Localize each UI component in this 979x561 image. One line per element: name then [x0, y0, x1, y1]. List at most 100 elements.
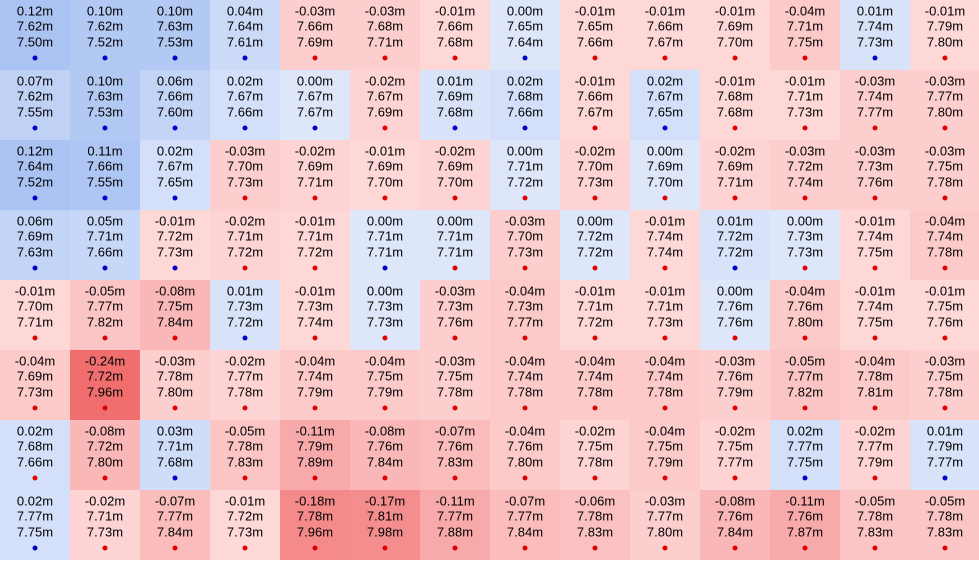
marker-dot [382, 125, 388, 131]
value-b: 7.83m [927, 524, 963, 539]
value-a: 7.70m [17, 298, 53, 313]
marker-dot [242, 195, 248, 201]
value-a: 7.69m [437, 158, 473, 173]
value-b: 7.72m [227, 244, 263, 259]
value-b: 7.73m [647, 314, 683, 329]
difference: -0.03m [925, 353, 965, 368]
value-a: 7.71m [437, 228, 473, 243]
marker-dot [802, 405, 808, 411]
difference: -0.06m [575, 493, 615, 508]
marker-dot [732, 475, 738, 481]
marker-dot [242, 545, 248, 551]
value-b: 7.80m [927, 104, 963, 119]
value-b: 7.78m [927, 174, 963, 189]
difference: 0.02m [17, 493, 53, 508]
value-a: 7.66m [647, 18, 683, 33]
difference: -0.01m [575, 283, 615, 298]
value-a: 7.62m [17, 18, 53, 33]
difference: -0.04m [855, 353, 895, 368]
value-b: 7.87m [787, 524, 823, 539]
marker-dot [382, 545, 388, 551]
value-a: 7.73m [227, 298, 263, 313]
difference: -0.01m [715, 3, 755, 18]
marker-dot [942, 55, 948, 61]
value-b: 7.78m [647, 384, 683, 399]
difference: -0.01m [855, 213, 895, 228]
difference: -0.03m [155, 353, 195, 368]
value-b: 7.67m [297, 104, 333, 119]
value-a: 7.71m [157, 438, 193, 453]
marker-dot [802, 55, 808, 61]
difference: 0.02m [507, 73, 543, 88]
marker-dot [662, 475, 668, 481]
value-b: 7.72m [577, 244, 613, 259]
difference: -0.02m [225, 213, 265, 228]
value-a: 7.65m [507, 18, 543, 33]
difference: 0.00m [437, 213, 473, 228]
difference: 0.00m [297, 73, 333, 88]
difference: -0.01m [785, 73, 825, 88]
difference: -0.01m [645, 283, 685, 298]
value-a: 7.76m [367, 438, 403, 453]
marker-dot [382, 265, 388, 271]
value-a: 7.75m [437, 368, 473, 383]
value-b: 7.83m [577, 524, 613, 539]
value-b: 7.73m [157, 244, 193, 259]
marker-dot [522, 335, 528, 341]
value-b: 7.71m [717, 174, 753, 189]
value-b: 7.53m [157, 34, 193, 49]
marker-dot [872, 545, 878, 551]
value-b: 7.73m [87, 524, 123, 539]
value-a: 7.77m [787, 438, 823, 453]
value-a: 7.76m [717, 298, 753, 313]
difference: 0.00m [647, 143, 683, 158]
marker-dot [662, 265, 668, 271]
value-a: 7.74m [857, 18, 893, 33]
value-a: 7.74m [857, 228, 893, 243]
value-b: 7.83m [857, 524, 893, 539]
value-a: 7.75m [577, 438, 613, 453]
value-b: 7.72m [507, 174, 543, 189]
marker-dot [452, 125, 458, 131]
marker-dot [242, 405, 248, 411]
marker-dot [522, 405, 528, 411]
marker-dot [32, 195, 38, 201]
marker-dot [732, 545, 738, 551]
value-b: 7.82m [87, 314, 123, 329]
value-b: 7.77m [857, 104, 893, 119]
value-a: 7.72m [227, 508, 263, 523]
value-a: 7.69m [297, 158, 333, 173]
value-a: 7.77m [437, 508, 473, 523]
marker-dot [32, 405, 38, 411]
value-a: 7.72m [87, 368, 123, 383]
difference: -0.03m [645, 493, 685, 508]
difference: -0.02m [575, 143, 615, 158]
marker-dot [732, 265, 738, 271]
value-a: 7.66m [577, 88, 613, 103]
difference: 0.00m [787, 213, 823, 228]
value-b: 7.73m [227, 524, 263, 539]
value-a: 7.79m [927, 438, 963, 453]
difference: -0.01m [295, 283, 335, 298]
difference: -0.01m [225, 493, 265, 508]
difference: -0.04m [575, 353, 615, 368]
value-b: 7.75m [17, 524, 53, 539]
difference: -0.03m [925, 73, 965, 88]
value-b: 7.73m [577, 174, 613, 189]
value-a: 7.78m [297, 508, 333, 523]
value-b: 7.84m [157, 314, 193, 329]
value-b: 7.55m [87, 174, 123, 189]
marker-dot [382, 405, 388, 411]
difference: 0.10m [87, 3, 123, 18]
marker-dot [382, 475, 388, 481]
difference: -0.02m [855, 423, 895, 438]
marker-dot [592, 475, 598, 481]
marker-dot [522, 195, 528, 201]
marker-dot [592, 405, 598, 411]
marker-dot [172, 265, 178, 271]
marker-dot [592, 545, 598, 551]
marker-dot [662, 195, 668, 201]
value-a: 7.68m [17, 438, 53, 453]
value-b: 7.70m [647, 174, 683, 189]
value-a: 7.76m [717, 508, 753, 523]
